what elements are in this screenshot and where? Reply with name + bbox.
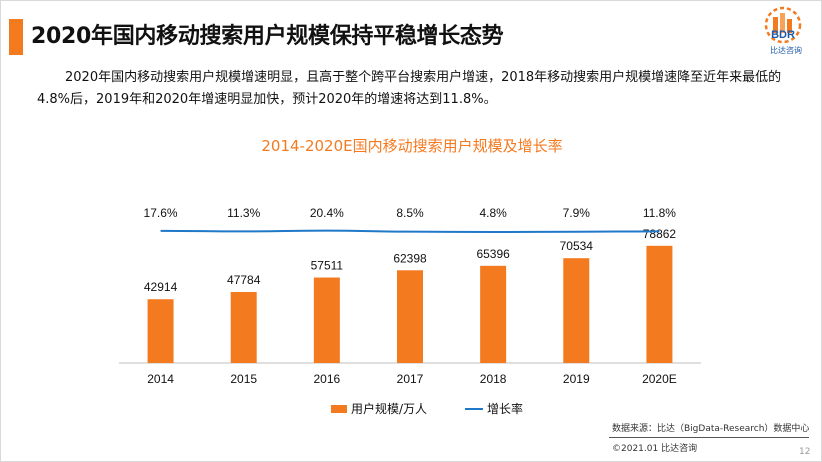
bdr-logo: BDR (764, 6, 802, 44)
legend-label-bar: 用户规模/万人 (351, 402, 428, 416)
bar (147, 299, 174, 363)
bar-value-label: 42914 (144, 280, 178, 294)
bar-value-label: 62398 (393, 251, 427, 265)
line-value-label: 11.8% (643, 206, 676, 220)
logo-text: BDR (771, 29, 795, 41)
data-source: 数据来源：比达（BigData-Research）数据中心 (612, 424, 810, 434)
bar (397, 270, 423, 363)
chart-legend: 用户规模/万人 增长率 (331, 400, 523, 417)
line-value-label: 8.5% (396, 206, 424, 220)
title-accent-bar (9, 19, 23, 55)
line-value-label: 17.6% (144, 206, 178, 220)
intro-paragraph: 2020年国内移动搜索用户规模增速明显，且高于整个跨平台搜索用户增速，2018年… (37, 70, 782, 107)
page-number: 12 (799, 447, 811, 457)
chart-title: 2014-2020E国内移动搜索用户规模及增长率 (261, 137, 563, 155)
bar-value-label: 65396 (476, 247, 510, 261)
x-tick-label: 2020E (642, 372, 677, 386)
line-value-label: 20.4% (310, 206, 344, 220)
logo-ring (764, 6, 802, 44)
logo-bar-1 (773, 17, 778, 33)
x-tick-label: 2018 (480, 372, 507, 386)
bar (563, 258, 590, 363)
legend-swatch-bar (331, 404, 347, 413)
bar (230, 291, 257, 363)
logo-subtext: 比达咨询 (770, 46, 802, 55)
bar-value-label: 57511 (311, 259, 344, 273)
x-tick-label: 2019 (563, 372, 590, 386)
growth-rate-line (160, 229, 660, 234)
bar (646, 245, 673, 363)
line-value-label: 7.9% (563, 206, 591, 220)
line-value-label: 4.8% (479, 206, 507, 220)
x-tick-label: 2015 (230, 372, 257, 386)
page-title: 2020年国内移动搜索用户规模保持平稳增长态势 (31, 24, 504, 49)
logo-bar-2 (780, 13, 785, 33)
x-tick-label: 2014 (147, 372, 174, 386)
copyright: ©2021.01 比达咨询 (612, 444, 698, 454)
legend-label-line: 增长率 (487, 402, 524, 416)
legend-swatch-line (465, 407, 484, 410)
bar-value-label: 70534 (560, 239, 594, 253)
line-value-label: 11.3% (227, 206, 260, 220)
bar (313, 277, 340, 363)
bar-value-label: 47784 (227, 273, 261, 287)
logo-bar-3 (787, 19, 792, 33)
x-tick-label: 2017 (397, 372, 424, 386)
bar-value-label: 78862 (643, 227, 677, 241)
x-tick-label: 2016 (314, 372, 341, 386)
footer-rule (609, 437, 809, 438)
bar (480, 265, 507, 363)
